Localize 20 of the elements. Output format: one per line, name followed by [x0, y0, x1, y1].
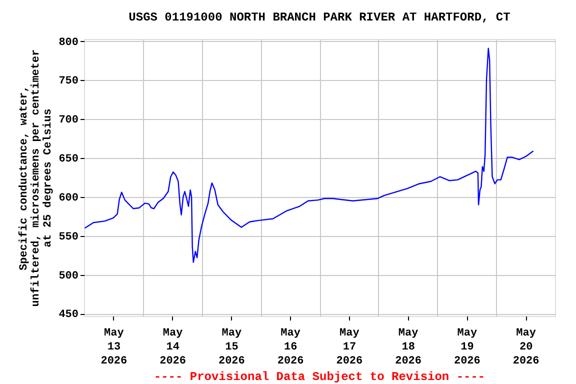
y-axis-title: Specific conductance, water, unfiltered, microsiemens per centimeter at 25 degrees Celsius	[18, 49, 55, 307]
x-tick-label: May 18 2026	[395, 328, 422, 368]
line-series	[84, 48, 534, 263]
x-tick-label: May 15 2026	[218, 328, 245, 368]
x-tick-label: May 20 2026	[512, 328, 540, 368]
y-tick-label: 450	[58, 309, 78, 322]
x-tick-label: May 16 2026	[277, 328, 304, 368]
y-tick-label: 700	[58, 114, 78, 127]
x-tick-label: May 19 2026	[454, 328, 480, 368]
text: ---- Provisional Data Subject to Revision ----	[154, 370, 486, 384]
y-tick-label: 600	[58, 192, 78, 204]
x-tick-label: May 13 2026	[100, 328, 128, 368]
y-tick-label: 800	[58, 36, 78, 49]
x-tick-label: May 17 2026	[336, 328, 363, 368]
y-tick-label: 500	[58, 270, 78, 282]
x-tick-label: May 14 2026	[160, 328, 186, 368]
y-tick-label: 650	[58, 154, 78, 166]
y-tick-label: 750	[58, 76, 78, 88]
chart-title: USGS 01191000 NORTH BRANCH PARK RIVER AT HARTFORD, CT	[128, 10, 510, 24]
y-tick-label: 550	[58, 231, 78, 244]
